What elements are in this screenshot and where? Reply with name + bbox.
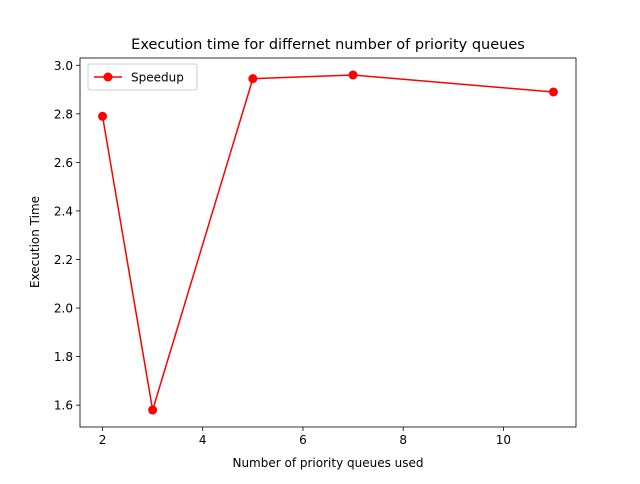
legend-label: Speedup xyxy=(131,71,184,85)
x-tick-label: 4 xyxy=(199,433,207,447)
legend: Speedup xyxy=(87,63,198,91)
y-tick-label: 2.0 xyxy=(54,302,73,316)
x-axis-ticks: 2 4 6 8 10 xyxy=(99,427,511,447)
data-point xyxy=(98,111,108,121)
chart-title: Execution time for differnet number of p… xyxy=(131,37,525,53)
plot-area xyxy=(79,57,577,428)
y-tick-label: 2.8 xyxy=(54,107,73,121)
y-axis-label: Execution Time xyxy=(28,196,42,288)
legend-marker xyxy=(103,72,113,82)
x-axis-label: Number of priority queues used xyxy=(232,456,423,470)
x-tick-label: 8 xyxy=(399,433,407,447)
y-tick-label: 1.6 xyxy=(54,399,73,413)
legend-frame xyxy=(87,63,198,91)
data-point xyxy=(248,74,258,84)
x-tick-label: 6 xyxy=(299,433,307,447)
y-tick-label: 2.6 xyxy=(54,156,73,170)
x-tick-label: 10 xyxy=(496,433,511,447)
y-axis-ticks: 1.6 1.8 2.0 2.2 2.4 2.6 2.8 3.0 xyxy=(54,59,80,413)
data-point xyxy=(548,87,558,97)
y-tick-label: 2.4 xyxy=(54,204,73,218)
x-tick-label: 2 xyxy=(99,433,107,447)
data-point xyxy=(348,70,358,80)
y-tick-label: 3.0 xyxy=(54,59,73,73)
y-tick-label: 2.2 xyxy=(54,253,73,267)
series-line xyxy=(101,74,554,411)
data-point xyxy=(148,405,158,415)
y-tick-label: 1.8 xyxy=(54,350,73,364)
axes-frame xyxy=(79,57,577,428)
